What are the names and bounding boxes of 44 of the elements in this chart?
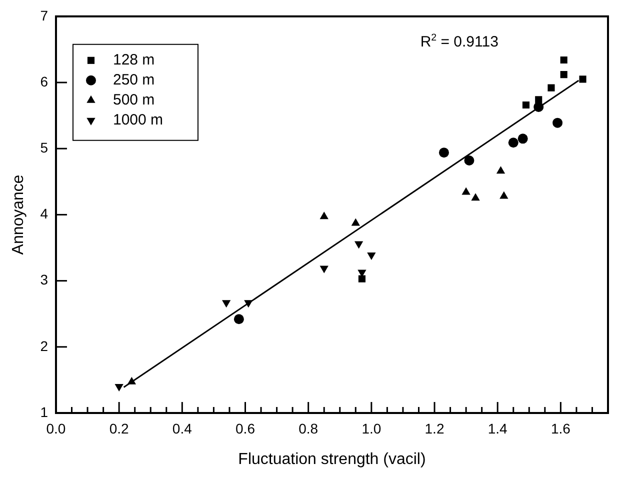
y-tick-label: 2 (40, 338, 48, 354)
point (354, 241, 364, 249)
point (560, 56, 568, 64)
legend-label: 128 m (112, 52, 155, 69)
point (234, 314, 244, 324)
point (222, 300, 231, 308)
point (548, 84, 555, 92)
x-tick-label: 0.0 (46, 420, 66, 436)
x-tick-label: 1.2 (424, 420, 444, 436)
point (496, 166, 506, 174)
point (358, 275, 366, 282)
point (367, 252, 376, 260)
point (522, 101, 530, 109)
x-tick-label: 1.6 (550, 420, 571, 436)
point (508, 138, 518, 148)
y-tick-label: 3 (40, 272, 48, 288)
x-tick-label: 0.2 (109, 420, 130, 436)
point (438, 148, 449, 158)
point (471, 193, 480, 201)
point (464, 156, 474, 166)
legend-label: 500 m (112, 92, 155, 109)
x-tick-label: 0.4 (172, 420, 192, 436)
x-axis-title: Fluctuation strength (vacil) (238, 450, 426, 468)
x-tick-label: 0.6 (236, 420, 256, 436)
legend-label: 250 m (112, 72, 155, 89)
point (462, 187, 470, 195)
point (560, 71, 568, 78)
point (320, 266, 328, 274)
x-tick-label: 1.4 (488, 420, 508, 436)
point (552, 118, 563, 128)
y-tick-label: 5 (40, 139, 48, 156)
point (518, 134, 528, 144)
y-axis-title: Annoyance (10, 174, 28, 255)
y-tick-label: 1 (40, 404, 48, 420)
point (320, 212, 328, 220)
legend-label: 1000 m (112, 112, 164, 129)
x-tick-label: 0.8 (298, 420, 318, 436)
x-tick-label: 1.0 (362, 420, 382, 436)
y-tick-label: 7 (40, 7, 48, 24)
point (114, 384, 124, 392)
point (500, 191, 508, 199)
point (579, 76, 586, 83)
y-tick-label: 6 (40, 73, 48, 90)
y-tick-label: 4 (40, 206, 48, 222)
